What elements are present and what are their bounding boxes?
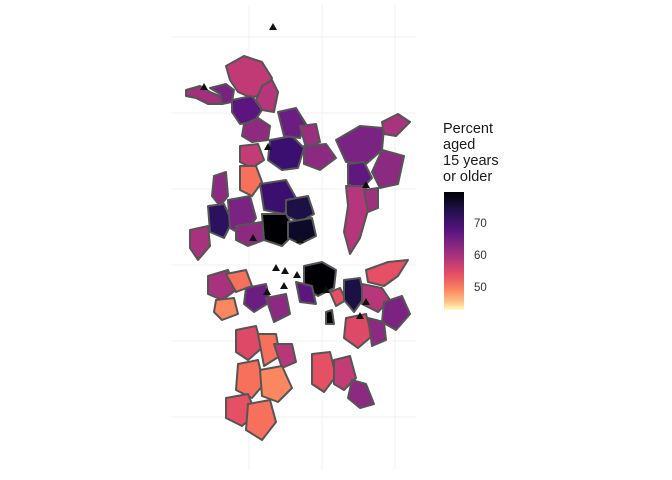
region-ne-6: [363, 187, 379, 213]
landmark-triangle-icon: [362, 298, 370, 305]
region-st-6: [347, 379, 375, 409]
landmark-triangle-icon: [322, 286, 330, 293]
legend-color-bar: [444, 192, 464, 310]
region-wm-2: [207, 203, 233, 239]
landmark-triangle-icon: [362, 181, 370, 188]
region-st-5: [333, 355, 357, 391]
landmark-triangle-icon: [293, 271, 301, 278]
region-em-5: [343, 313, 373, 349]
legend-title-line: 15 years: [443, 153, 499, 169]
region-ws-4: [243, 283, 271, 313]
legend-title-line: Percent: [443, 121, 493, 137]
landmark-triangle-icon: [269, 23, 277, 30]
landmark-triangle-icon: [263, 288, 271, 295]
region-st-3: [273, 343, 297, 369]
legend-title-line: or older: [443, 169, 493, 185]
legend-title-line: aged: [443, 137, 476, 153]
legend-tick-label: 70: [474, 218, 487, 230]
region-ws-3: [213, 297, 239, 321]
legend-title: Percent aged 15 years or older: [443, 121, 553, 185]
region-wm-1: [211, 171, 229, 207]
landmark-triangle-icon: [200, 83, 208, 90]
region-ne-3: [371, 149, 405, 189]
region-em-2: [365, 259, 409, 287]
color-legend: Percent aged 15 years or older 70 60 50: [443, 121, 553, 310]
region-cn-5: [239, 143, 265, 169]
landmark-triangle-icon: [249, 234, 257, 241]
region-cn-3: [299, 123, 321, 149]
region-cs-2: [295, 281, 317, 305]
region-ne-2: [381, 113, 411, 137]
region-cc-4: [287, 217, 317, 245]
landmark-triangle-icon: [296, 236, 304, 243]
legend-tick: [465, 256, 469, 257]
region-em-4: [381, 295, 411, 331]
region-cc-5: [235, 221, 265, 247]
landmark-markers: [200, 23, 370, 319]
region-st-10: [245, 399, 277, 441]
region-cn-4: [303, 143, 337, 171]
landmark-triangle-icon: [264, 143, 272, 150]
region-em-6: [367, 317, 387, 347]
region-st-8: [259, 365, 293, 403]
landmark-triangle-icon: [281, 267, 289, 274]
region-st-7: [235, 359, 265, 399]
region-st-1: [235, 325, 263, 361]
region-cn-6: [239, 165, 263, 197]
region-ne-1: [335, 125, 385, 165]
landmark-triangle-icon: [280, 282, 288, 289]
region-cn-1: [267, 135, 305, 171]
legend-tick: [465, 224, 469, 225]
map-regions: [185, 55, 411, 441]
region-wm-3: [189, 225, 211, 261]
region-ws-5: [265, 293, 291, 323]
legend-tick-label: 60: [474, 250, 487, 262]
legend-tick-label: 50: [474, 282, 487, 294]
region-cs-4: [325, 309, 335, 325]
region-em-1: [343, 277, 365, 313]
region-st-4: [311, 351, 337, 393]
region-nw-6: [241, 117, 271, 143]
landmark-triangle-icon: [356, 312, 364, 319]
legend-tick: [465, 288, 469, 289]
landmark-triangle-icon: [272, 264, 280, 271]
